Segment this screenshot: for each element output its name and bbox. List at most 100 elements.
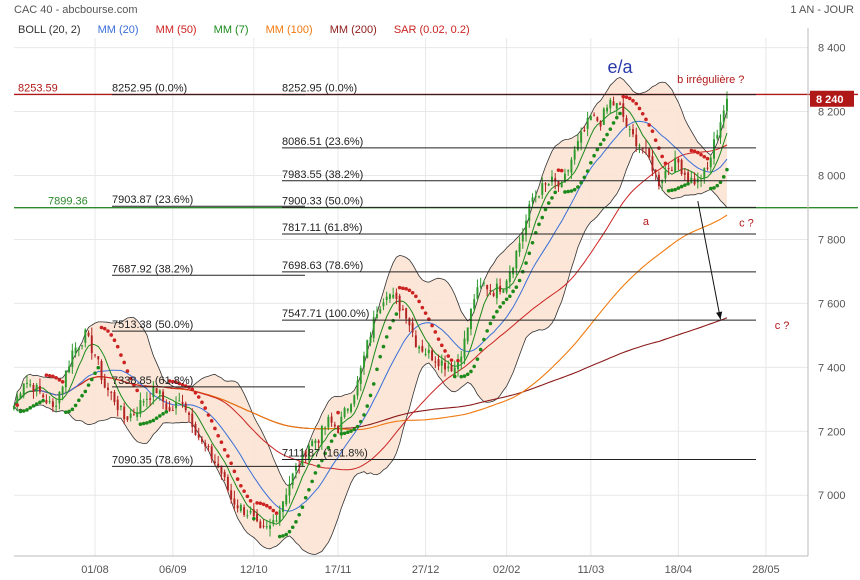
candle-body xyxy=(136,412,139,417)
sar-dot xyxy=(93,371,97,376)
sar-dot xyxy=(465,372,470,377)
fib-level-label: 7513.38 (50.0%) xyxy=(112,319,193,331)
candle-body xyxy=(294,466,297,471)
candle-body xyxy=(327,416,330,428)
legend-boll: BOLL (20, 2) xyxy=(18,24,81,36)
candle-body xyxy=(411,322,414,333)
candle-body xyxy=(275,520,278,522)
candle-body xyxy=(586,118,589,129)
candle-body xyxy=(333,424,336,427)
sar-dot xyxy=(161,411,165,416)
sar-dot xyxy=(446,354,451,358)
candle-body xyxy=(635,134,638,147)
sar-dot xyxy=(378,354,383,359)
fib-level-label: 7900.33 (50.0%) xyxy=(282,195,363,207)
sar-dot xyxy=(248,498,253,503)
sar-dot xyxy=(203,406,208,410)
candle-body xyxy=(648,148,651,158)
sar-dot xyxy=(582,175,587,180)
candle-body xyxy=(158,390,161,395)
candle-body xyxy=(278,510,281,523)
candle-body xyxy=(440,360,443,366)
candle-body xyxy=(421,346,424,352)
sar-dot xyxy=(456,358,460,363)
sar-dot xyxy=(109,333,114,337)
candle-body xyxy=(469,308,472,330)
sar-dot xyxy=(80,393,84,398)
sar-dot xyxy=(206,413,211,417)
sar-dot xyxy=(148,419,152,424)
sar-dot xyxy=(592,153,596,158)
candle-body xyxy=(612,101,615,106)
sar-dot xyxy=(313,471,318,475)
sar-dot xyxy=(307,487,311,492)
candle-body xyxy=(314,440,317,444)
sar-dot xyxy=(397,285,402,290)
candle-body xyxy=(29,384,32,386)
annotation-label: a xyxy=(643,216,650,228)
candle-body xyxy=(576,140,579,150)
sar-dot xyxy=(556,168,561,172)
candle-body xyxy=(346,408,349,411)
sar-dot xyxy=(712,186,716,190)
sar-dot xyxy=(122,360,126,365)
sar-dot xyxy=(631,98,635,103)
bollinger-lower xyxy=(13,148,728,555)
candle-body xyxy=(473,299,476,309)
sar-dot xyxy=(135,388,139,393)
sar-dot xyxy=(689,148,694,153)
sar-dot xyxy=(576,185,580,189)
annotation-label: c ? xyxy=(775,320,790,332)
candle-body xyxy=(132,414,135,416)
candle-body xyxy=(55,405,58,407)
candle-body xyxy=(243,507,246,515)
candle-body xyxy=(628,129,631,131)
sar-dot xyxy=(569,189,574,193)
reference-line-label: 8253.59 xyxy=(18,82,58,94)
sar-dot xyxy=(349,429,353,433)
candle-body xyxy=(703,168,706,179)
candle-body xyxy=(654,169,657,173)
candle-body xyxy=(401,308,404,310)
bollinger-band-layer xyxy=(14,77,727,555)
sar-dot xyxy=(478,347,483,352)
candle-body xyxy=(638,145,641,147)
candle-body xyxy=(363,355,365,368)
sar-dot xyxy=(540,215,545,220)
sar-dot xyxy=(404,287,408,291)
sar-dot xyxy=(106,329,110,333)
fib-level-label: 7687.92 (38.2%) xyxy=(112,263,193,275)
sar-dot xyxy=(546,201,551,205)
candle-body xyxy=(13,405,15,410)
sar-dot xyxy=(38,400,42,405)
sar-dot xyxy=(242,489,246,493)
candle-body xyxy=(320,426,323,445)
candle-body xyxy=(599,121,602,127)
sar-dot xyxy=(57,378,62,382)
candle-body xyxy=(395,292,398,300)
candle-body xyxy=(382,302,385,307)
candle-body xyxy=(324,427,327,429)
sar-dot xyxy=(640,111,645,116)
sar-dot xyxy=(527,251,532,256)
sar-dot xyxy=(618,111,622,116)
candle-body xyxy=(573,149,576,160)
candle-body xyxy=(534,195,537,197)
projection-arrowhead xyxy=(716,311,723,320)
fib-level-label: 8252.95 (0.0%) xyxy=(282,83,357,95)
candle-body xyxy=(609,100,612,109)
candle-body xyxy=(119,405,122,408)
sar-dot xyxy=(128,376,133,381)
sar-dot xyxy=(171,379,175,384)
candle-body xyxy=(77,347,80,350)
sar-dot xyxy=(699,152,703,157)
sar-dot xyxy=(41,398,45,403)
candle-body xyxy=(239,504,242,511)
sar-dot xyxy=(537,222,541,227)
sar-dot xyxy=(342,431,347,436)
candle-body xyxy=(107,387,109,391)
sar-dot xyxy=(443,349,447,353)
sar-dot xyxy=(70,407,75,412)
sar-dot xyxy=(333,433,337,438)
candle-body xyxy=(392,294,395,298)
